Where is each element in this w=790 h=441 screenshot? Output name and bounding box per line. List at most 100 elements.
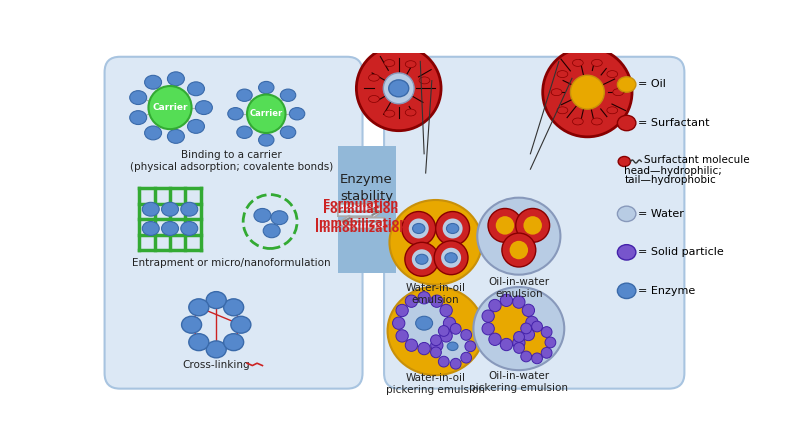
Circle shape xyxy=(405,295,418,307)
Ellipse shape xyxy=(416,254,428,264)
Ellipse shape xyxy=(181,202,198,216)
Ellipse shape xyxy=(145,126,161,140)
Ellipse shape xyxy=(477,198,560,275)
Circle shape xyxy=(513,336,525,349)
Circle shape xyxy=(149,86,192,129)
Circle shape xyxy=(400,299,449,348)
Ellipse shape xyxy=(289,108,305,120)
Circle shape xyxy=(383,73,414,104)
Circle shape xyxy=(514,332,525,342)
Ellipse shape xyxy=(231,316,251,333)
Ellipse shape xyxy=(254,209,271,222)
Ellipse shape xyxy=(618,206,636,221)
Ellipse shape xyxy=(388,287,483,375)
Circle shape xyxy=(435,212,469,246)
Ellipse shape xyxy=(228,108,243,120)
Ellipse shape xyxy=(263,224,280,238)
Ellipse shape xyxy=(280,89,295,101)
Circle shape xyxy=(396,330,408,342)
Ellipse shape xyxy=(182,316,201,333)
Circle shape xyxy=(396,304,408,317)
Circle shape xyxy=(532,353,543,364)
FancyArrow shape xyxy=(338,215,384,231)
Ellipse shape xyxy=(167,130,184,143)
Circle shape xyxy=(500,338,513,351)
Circle shape xyxy=(489,333,501,345)
Text: head—hydrophilic;: head—hydrophilic; xyxy=(624,166,722,176)
Circle shape xyxy=(431,347,442,358)
Ellipse shape xyxy=(473,287,564,370)
FancyBboxPatch shape xyxy=(104,57,363,389)
Ellipse shape xyxy=(384,60,395,67)
Ellipse shape xyxy=(189,299,209,316)
Circle shape xyxy=(418,343,431,355)
Ellipse shape xyxy=(237,89,252,101)
Ellipse shape xyxy=(162,221,179,235)
Ellipse shape xyxy=(592,60,602,66)
Ellipse shape xyxy=(557,107,568,114)
Ellipse shape xyxy=(369,74,379,81)
Circle shape xyxy=(431,335,442,346)
Ellipse shape xyxy=(618,77,636,92)
Circle shape xyxy=(524,216,542,235)
Text: = Enzyme: = Enzyme xyxy=(638,286,695,296)
Circle shape xyxy=(441,248,461,268)
Circle shape xyxy=(393,317,404,329)
Ellipse shape xyxy=(618,115,636,131)
Text: Formulation: Formulation xyxy=(323,205,399,215)
FancyBboxPatch shape xyxy=(338,146,396,273)
Circle shape xyxy=(502,233,536,267)
Circle shape xyxy=(461,352,472,363)
Circle shape xyxy=(461,329,472,340)
Circle shape xyxy=(519,327,550,358)
Ellipse shape xyxy=(224,334,243,351)
Text: Oil-in-water
emulsion: Oil-in-water emulsion xyxy=(488,277,549,299)
Ellipse shape xyxy=(142,202,160,216)
Circle shape xyxy=(541,348,552,358)
Circle shape xyxy=(440,304,453,317)
Circle shape xyxy=(489,299,501,312)
Circle shape xyxy=(438,325,450,336)
Ellipse shape xyxy=(237,126,252,138)
Text: Binding to a carrier
(physical adsorption; covalente bonds): Binding to a carrier (physical adsorptio… xyxy=(130,150,333,172)
Circle shape xyxy=(522,329,535,340)
Text: tail—hydrophobic: tail—hydrophobic xyxy=(624,175,716,185)
Circle shape xyxy=(482,322,495,335)
Text: Carrier: Carrier xyxy=(250,109,283,118)
Ellipse shape xyxy=(258,82,274,94)
Ellipse shape xyxy=(405,61,416,67)
Text: Formulation: Formulation xyxy=(323,199,399,209)
Circle shape xyxy=(482,310,495,322)
Text: Surfactant molecule: Surfactant molecule xyxy=(644,155,749,165)
Circle shape xyxy=(435,241,468,275)
Circle shape xyxy=(522,304,535,317)
Circle shape xyxy=(521,323,532,334)
Circle shape xyxy=(431,295,443,307)
Circle shape xyxy=(541,327,552,337)
Circle shape xyxy=(516,209,550,243)
Circle shape xyxy=(450,323,461,334)
Ellipse shape xyxy=(412,224,425,233)
Text: Cross-linking: Cross-linking xyxy=(182,360,250,370)
Ellipse shape xyxy=(189,334,209,351)
Ellipse shape xyxy=(389,80,408,97)
Ellipse shape xyxy=(280,126,295,138)
Text: Entrapment or micro/nanoformulation: Entrapment or micro/nanoformulation xyxy=(132,258,331,268)
Text: Enzyme
stability: Enzyme stability xyxy=(340,173,393,203)
Ellipse shape xyxy=(573,118,583,125)
FancyBboxPatch shape xyxy=(384,57,684,389)
Circle shape xyxy=(431,339,443,351)
Ellipse shape xyxy=(167,72,184,86)
Ellipse shape xyxy=(405,109,416,116)
Ellipse shape xyxy=(130,91,147,105)
Circle shape xyxy=(510,241,528,259)
Circle shape xyxy=(405,339,418,351)
Circle shape xyxy=(488,209,522,243)
Circle shape xyxy=(514,343,525,353)
Circle shape xyxy=(402,212,435,246)
Text: Immobilization: Immobilization xyxy=(315,218,407,228)
Ellipse shape xyxy=(557,71,568,78)
Circle shape xyxy=(543,48,632,137)
Ellipse shape xyxy=(145,75,162,89)
Circle shape xyxy=(513,296,525,308)
